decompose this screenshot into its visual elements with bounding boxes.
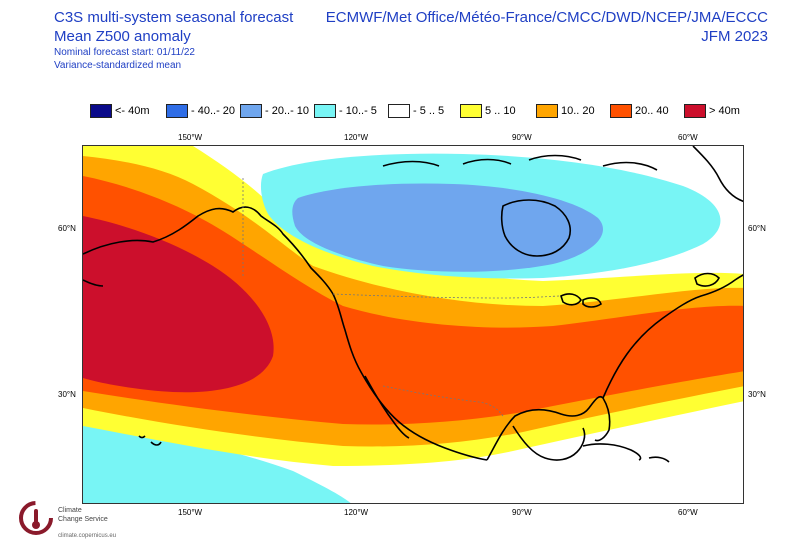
legend-label: <- 40m [115, 105, 150, 117]
top-tick-150w: 150°W [178, 133, 203, 142]
map-canvas [83, 146, 743, 503]
service-name: Climate Change Service [58, 506, 108, 524]
centres-list: ECMWF/Met Office/Météo-France/CMCC/DWD/N… [325, 9, 768, 26]
top-tick-90w: 90°W [512, 133, 532, 142]
anomaly-core-gt40 [83, 216, 274, 393]
map-title: C3S multi-system seasonal forecast [54, 9, 294, 26]
right-tick-30n: 30°N [748, 390, 766, 399]
service-name-line1: Climate [58, 507, 82, 514]
top-tick-60w: 60°W [678, 133, 698, 142]
legend-swatch [610, 104, 632, 118]
method-note: Variance-standardized mean [54, 60, 182, 71]
color-legend: <- 40m - 40..- 20 - 20..- 10 - 10..- 5 -… [0, 104, 800, 120]
left-tick-30n: 30°N [58, 390, 76, 399]
legend-label: - 5 .. 5 [413, 105, 445, 117]
bottom-tick-150w: 150°W [178, 508, 203, 517]
coastlines [83, 146, 743, 463]
legend-label: - 10..- 5 [339, 105, 377, 117]
legend-swatch [684, 104, 706, 118]
copernicus-logo-icon [19, 501, 53, 535]
legend-swatch [460, 104, 482, 118]
forecast-start: Nominal forecast start: 01/11/22 [54, 47, 195, 58]
bottom-tick-60w: 60°W [678, 508, 698, 517]
legend-swatch [240, 104, 262, 118]
legend-swatch [314, 104, 336, 118]
legend-swatch [536, 104, 558, 118]
legend-label: > 40m [709, 105, 740, 117]
forecast-period: JFM 2023 [701, 28, 768, 45]
legend-label: 5 .. 10 [485, 105, 516, 117]
legend-swatch [166, 104, 188, 118]
bottom-tick-120w: 120°W [344, 508, 369, 517]
right-header: ECMWF/Met Office/Météo-France/CMCC/DWD/N… [326, 8, 768, 46]
right-tick-60n: 60°N [748, 224, 766, 233]
legend-swatch [388, 104, 410, 118]
title-block: C3S multi-system seasonal forecast Mean … [54, 8, 293, 72]
legend-label: 20.. 40 [635, 105, 669, 117]
legend-swatch [90, 104, 112, 118]
map-subtitle: Mean Z500 anomaly [54, 28, 191, 45]
anomaly-map [82, 145, 744, 504]
borders [242, 178, 562, 417]
anomaly-band-neg10-20 [292, 183, 603, 272]
top-tick-120w: 120°W [344, 133, 369, 142]
legend-label: - 40..- 20 [191, 105, 236, 117]
service-url: climate.copernicus.eu [58, 533, 117, 539]
service-name-line2: Change Service [58, 516, 108, 523]
left-tick-60n: 60°N [58, 224, 76, 233]
legend-label: 10.. 20 [561, 105, 595, 117]
bottom-tick-90w: 90°W [512, 508, 532, 517]
legend-label: - 20..- 10 [265, 105, 310, 117]
